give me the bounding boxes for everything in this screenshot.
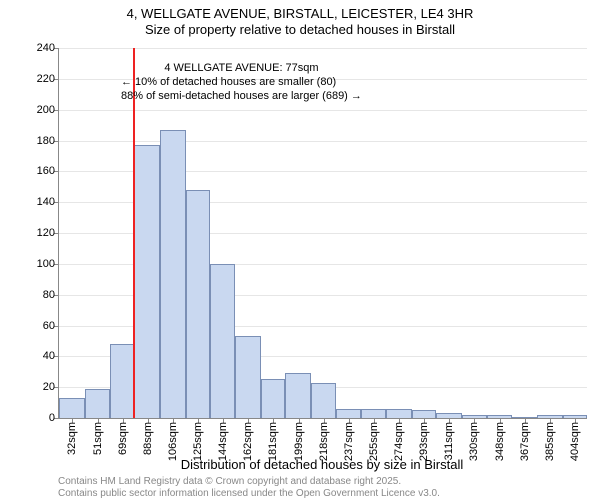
- xtick-label: 125sqm: [192, 422, 204, 461]
- xtick-label: 255sqm: [368, 422, 380, 461]
- xtick-label: 106sqm: [167, 422, 179, 461]
- xtick-label: 348sqm: [494, 422, 506, 461]
- xtick-label: 218sqm: [318, 422, 330, 461]
- xtick-label: 311sqm: [443, 422, 455, 460]
- xtick-label: 69sqm: [117, 422, 129, 455]
- xtick-label: 51sqm: [92, 422, 104, 455]
- chart-container: { "title_line1": "4, WELLGATE AVENUE, BI…: [0, 0, 600, 500]
- chart-title: 4, WELLGATE AVENUE, BIRSTALL, LEICESTER,…: [0, 6, 600, 39]
- ytick-label: 20: [25, 381, 55, 393]
- histogram-bar: [311, 383, 337, 418]
- gridline-h: [59, 141, 587, 142]
- xtick-label: 385sqm: [544, 422, 556, 461]
- ytick-label: 60: [25, 320, 55, 332]
- xtick-label: 199sqm: [293, 422, 305, 461]
- footer-line1: Contains HM Land Registry data © Crown c…: [58, 476, 440, 488]
- histogram-bar: [110, 344, 134, 418]
- ytick-label: 0: [25, 412, 55, 424]
- annotation-line3: 88% of semi-detached houses are larger (…: [121, 90, 362, 104]
- footer-line2: Contains public sector information licen…: [58, 488, 440, 500]
- xtick-label: 330sqm: [468, 422, 480, 461]
- ytick-label: 240: [25, 42, 55, 54]
- ytick-label: 160: [25, 165, 55, 177]
- xtick-label: 32sqm: [66, 422, 78, 455]
- xtick-label: 162sqm: [242, 422, 254, 461]
- histogram-bar: [412, 410, 436, 418]
- histogram-bar: [361, 409, 387, 418]
- histogram-bar: [134, 145, 160, 418]
- ytick-label: 140: [25, 196, 55, 208]
- ytick-label: 40: [25, 350, 55, 362]
- xtick-label: 181sqm: [267, 422, 279, 461]
- ytick-label: 120: [25, 227, 55, 239]
- histogram-bar: [336, 409, 360, 418]
- histogram-bar: [386, 409, 412, 418]
- footer-attribution: Contains HM Land Registry data © Crown c…: [58, 476, 440, 500]
- histogram-bar: [285, 373, 311, 418]
- xtick-label: 237sqm: [343, 422, 355, 461]
- plot-area: 02040608010012014016018020022024032sqm51…: [58, 48, 587, 419]
- histogram-bar: [59, 398, 85, 418]
- annotation-box: 4 WELLGATE AVENUE: 77sqm← 10% of detache…: [121, 62, 362, 103]
- xtick-label: 274sqm: [393, 422, 405, 461]
- gridline-h: [59, 110, 587, 111]
- ytick-label: 80: [25, 289, 55, 301]
- histogram-bar: [210, 264, 236, 418]
- chart-title-line1: 4, WELLGATE AVENUE, BIRSTALL, LEICESTER,…: [0, 6, 600, 22]
- histogram-bar: [186, 190, 210, 418]
- histogram-bar: [235, 336, 261, 418]
- xtick-label: 293sqm: [418, 422, 430, 461]
- xtick-label: 367sqm: [519, 422, 531, 461]
- histogram-bar: [160, 130, 186, 418]
- histogram-bar: [85, 389, 111, 418]
- histogram-bar: [261, 379, 285, 418]
- ytick-label: 200: [25, 104, 55, 116]
- gridline-h: [59, 48, 587, 49]
- xtick-label: 88sqm: [142, 422, 154, 455]
- annotation-line2: ← 10% of detached houses are smaller (80…: [121, 76, 362, 90]
- xtick-label: 144sqm: [217, 422, 229, 461]
- ytick-label: 220: [25, 73, 55, 85]
- ytick-label: 100: [25, 258, 55, 270]
- x-axis-title: Distribution of detached houses by size …: [58, 457, 586, 472]
- reference-line: [133, 48, 135, 418]
- annotation-line1: 4 WELLGATE AVENUE: 77sqm: [121, 62, 362, 76]
- xtick-label: 404sqm: [569, 422, 581, 461]
- ytick-label: 180: [25, 135, 55, 147]
- chart-title-line2: Size of property relative to detached ho…: [0, 22, 600, 38]
